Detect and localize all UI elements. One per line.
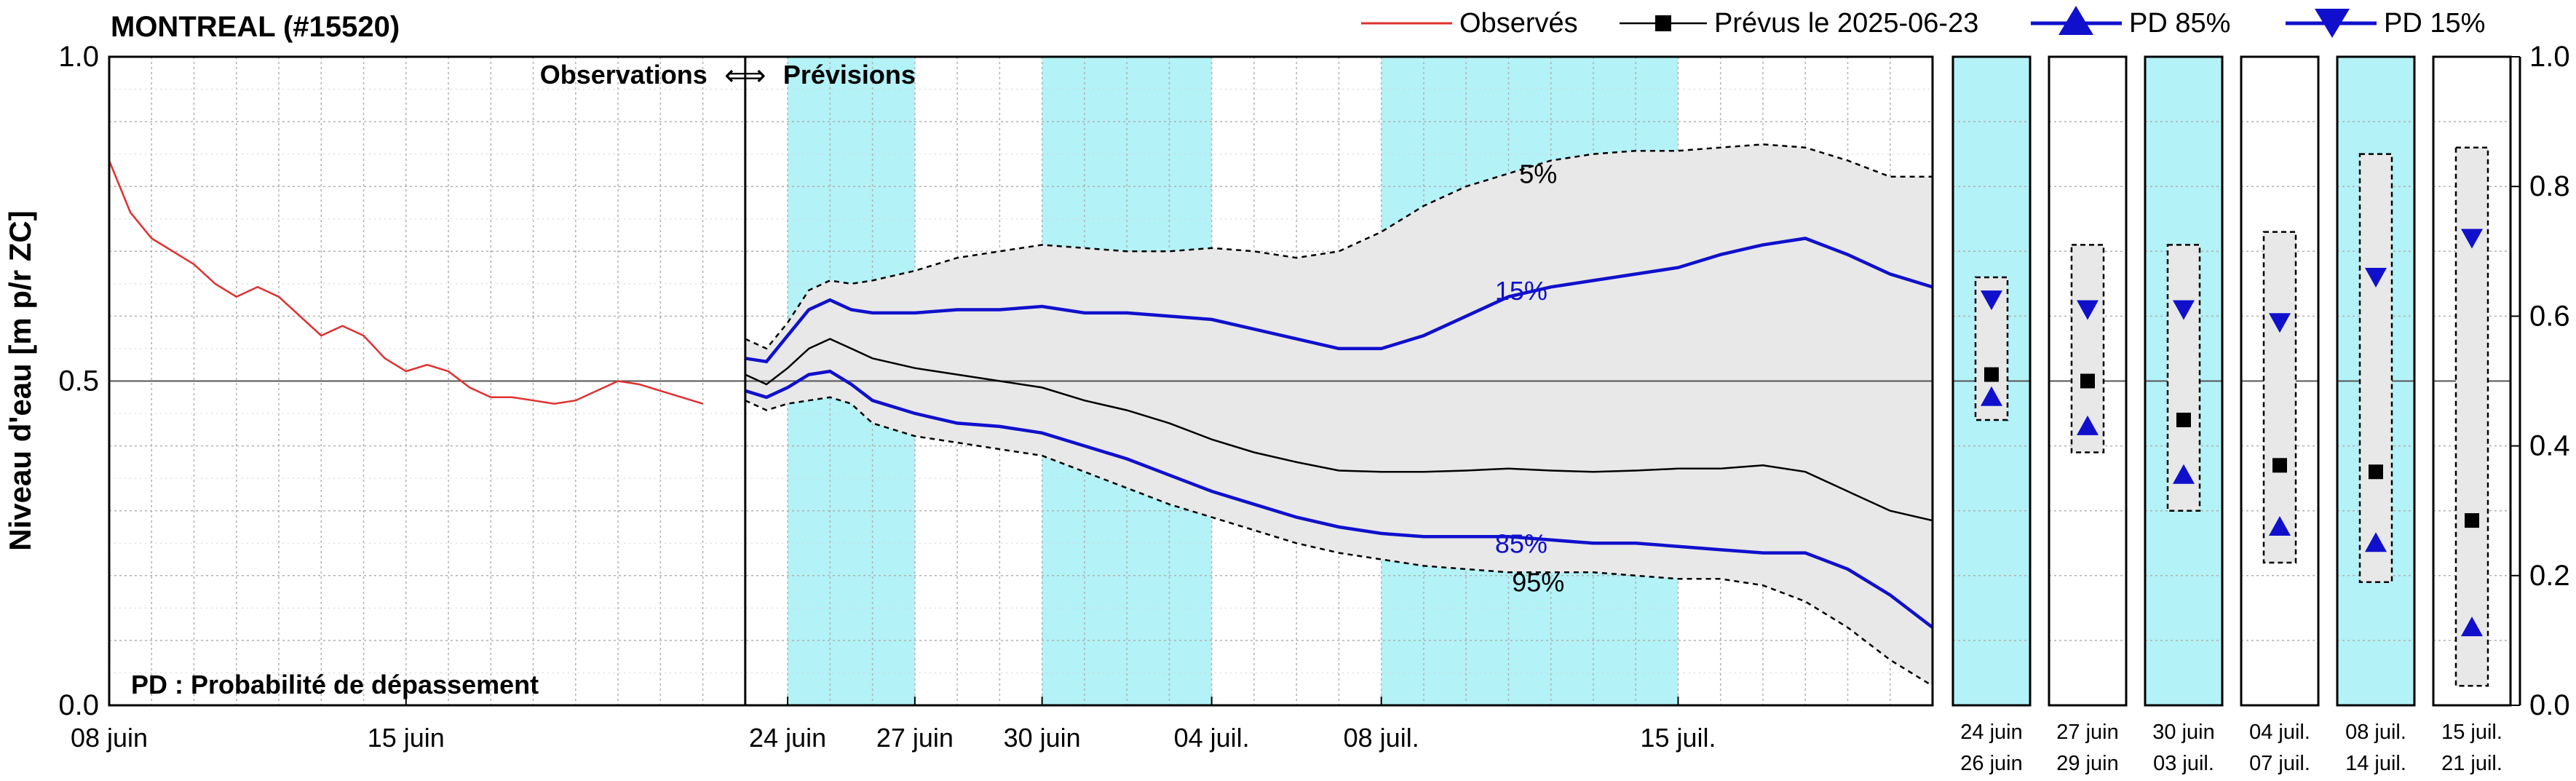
- legend-pd85-label: PD 85%: [2129, 8, 2230, 39]
- weekly-pd15-marker: [2173, 300, 2195, 320]
- weekly-label-end: 21 juil.: [2441, 752, 2502, 775]
- weekly-label-start: 04 juil.: [2249, 721, 2310, 744]
- weekly-pd15-marker: [1981, 290, 2002, 311]
- weekly-range-box: [2262, 231, 2297, 564]
- weekly-label-start: 08 juil.: [2345, 721, 2406, 744]
- legend-observed: Observés: [1361, 8, 1578, 39]
- weekly-frame: [2048, 55, 2128, 707]
- weekly-forecast-marker: [1984, 367, 1999, 382]
- observations-label: Observations: [540, 60, 708, 90]
- weekly-pd85-marker: [2365, 532, 2387, 552]
- legend-forecast-label: Prévus le 2025-06-23: [1714, 8, 1978, 39]
- weekly-forecast-marker: [2272, 458, 2287, 473]
- weekly-label-end: 29 juin: [2056, 752, 2118, 775]
- y-tick-label-right: 0.2: [2529, 560, 2570, 592]
- series-p85: [745, 369, 1933, 629]
- y-tick-label-right: 0.6: [2529, 300, 2570, 332]
- legend-pd15-label: PD 15%: [2384, 8, 2485, 39]
- weekly-label-end: 07 juil.: [2249, 752, 2310, 775]
- x-tick-label: 15 juin: [368, 723, 445, 753]
- y-tick-label-right: 0.0: [2529, 689, 2570, 721]
- weekly-range-box: [2454, 146, 2489, 687]
- weekly-label-end: 14 juil.: [2345, 752, 2406, 775]
- main-plot-frame: [108, 55, 1934, 707]
- weekly-frame: [1951, 55, 2032, 707]
- weekly-forecast-marker: [2176, 412, 2191, 427]
- weekly-pd15-marker: [2077, 300, 2099, 320]
- weekly-pd85-marker: [2173, 464, 2195, 484]
- series-observed: [109, 160, 703, 405]
- x-tick-label: 27 juin: [876, 723, 954, 753]
- x-tick-label: 15 juil.: [1640, 723, 1716, 753]
- weekly-panels: 24 juin 26 juin 27 juin 29 juin 30 juin 03 ju…: [1951, 41, 2570, 775]
- weekly-label-start: 27 juin: [2056, 721, 2118, 744]
- weekly-frame: [2336, 55, 2416, 707]
- weekly-panel-2: 30 juin 03 juil.: [2144, 55, 2224, 775]
- weekly-forecast-marker: [2369, 464, 2383, 480]
- previsions-label: Prévisions: [783, 60, 916, 90]
- x-tick-label: 04 juil.: [1174, 723, 1250, 753]
- x-tick-label: 30 juin: [1004, 723, 1081, 753]
- y-axis-label: Niveau d'eau [m p/r ZC]: [3, 210, 37, 550]
- series-p15: [745, 237, 1933, 364]
- y-tick-label-right: 0.4: [2529, 430, 2570, 462]
- legend-pd15-marker: [2315, 9, 2350, 38]
- weekly-pd85-marker: [2269, 515, 2291, 536]
- label-p85: 85%: [1495, 528, 1547, 558]
- weekly-range-box: [2358, 153, 2393, 583]
- weekly-label-start: 24 juin: [1960, 721, 2022, 744]
- divider-arrow: ⟺: [724, 60, 766, 92]
- weekly-pd85-marker: [1981, 386, 2002, 406]
- weekly-pd15-marker: [2461, 229, 2483, 249]
- weekly-pd15-marker: [2365, 267, 2387, 288]
- weekly-frame: [2240, 55, 2320, 707]
- weekly-forecast-marker: [2465, 513, 2479, 528]
- y-tick-label-right: 1.0: [2529, 41, 2570, 73]
- legend-pd85: PD 85%: [2031, 6, 2230, 39]
- y-tick-label-right: 0.8: [2529, 170, 2570, 202]
- weekly-panel-5: 15 juil. 21 juil.: [2432, 55, 2512, 775]
- weekly-panel-4: 08 juil. 14 juil.: [2336, 55, 2416, 775]
- x-tick-label: 24 juin: [749, 723, 826, 753]
- legend-pd15: PD 15%: [2286, 8, 2485, 39]
- legend-pd85-marker: [2058, 6, 2093, 35]
- confidence-band: [745, 144, 1933, 686]
- label-p5: 5%: [1519, 159, 1557, 189]
- y-tick-label-left: 0.0: [58, 689, 99, 721]
- weekly-panel-0: 24 juin 26 juin: [1951, 55, 2032, 775]
- weekly-pd85-marker: [2461, 617, 2483, 637]
- weekly-label-start: 15 juil.: [2441, 721, 2502, 744]
- series-p5: [745, 143, 1933, 350]
- y-tick-label-left: 1.0: [58, 41, 99, 73]
- weekly-pd15-marker: [2269, 313, 2291, 333]
- weekly-label-start: 30 juin: [2152, 721, 2214, 744]
- weekly-forecast-marker: [2080, 373, 2095, 389]
- weekly-label-end: 26 juin: [1960, 752, 2022, 775]
- legend-forecast: Prévus le 2025-06-23: [1620, 8, 1978, 39]
- label-p15: 15%: [1495, 276, 1547, 306]
- x-tick-label: 08 juin: [71, 723, 148, 753]
- y-tick-label-left: 0.5: [58, 365, 99, 397]
- legend-forecast-marker: [1655, 15, 1671, 31]
- weekly-pd85-marker: [2077, 415, 2099, 435]
- weekly-panel-1: 27 juin 29 juin: [2048, 55, 2128, 775]
- chart-title: MONTREAL (#15520): [111, 11, 400, 43]
- weekly-frame: [2432, 55, 2512, 707]
- axis-tick-labels: 08 juin 15 juin 24 juin 27 juin 30 juin 04 ju…: [58, 41, 1716, 753]
- x-tick-label: 08 juil.: [1344, 723, 1419, 753]
- label-p95: 95%: [1512, 568, 1564, 598]
- footnote: PD : Probabilité de dépassement: [131, 670, 539, 699]
- weekly-frame: [2144, 55, 2224, 707]
- weekly-label-end: 03 juil.: [2153, 752, 2214, 775]
- legend: Observés Prévus le 2025-06-23 PD 85% PD …: [1361, 6, 2485, 39]
- main-plot-series: 5% 15% 85% 95%: [109, 143, 1933, 687]
- series-forecast: [745, 338, 1933, 522]
- series-p95: [745, 396, 1933, 687]
- legend-observed-label: Observés: [1459, 8, 1578, 39]
- weekly-panel-3: 04 juil. 07 juil.: [2240, 55, 2320, 775]
